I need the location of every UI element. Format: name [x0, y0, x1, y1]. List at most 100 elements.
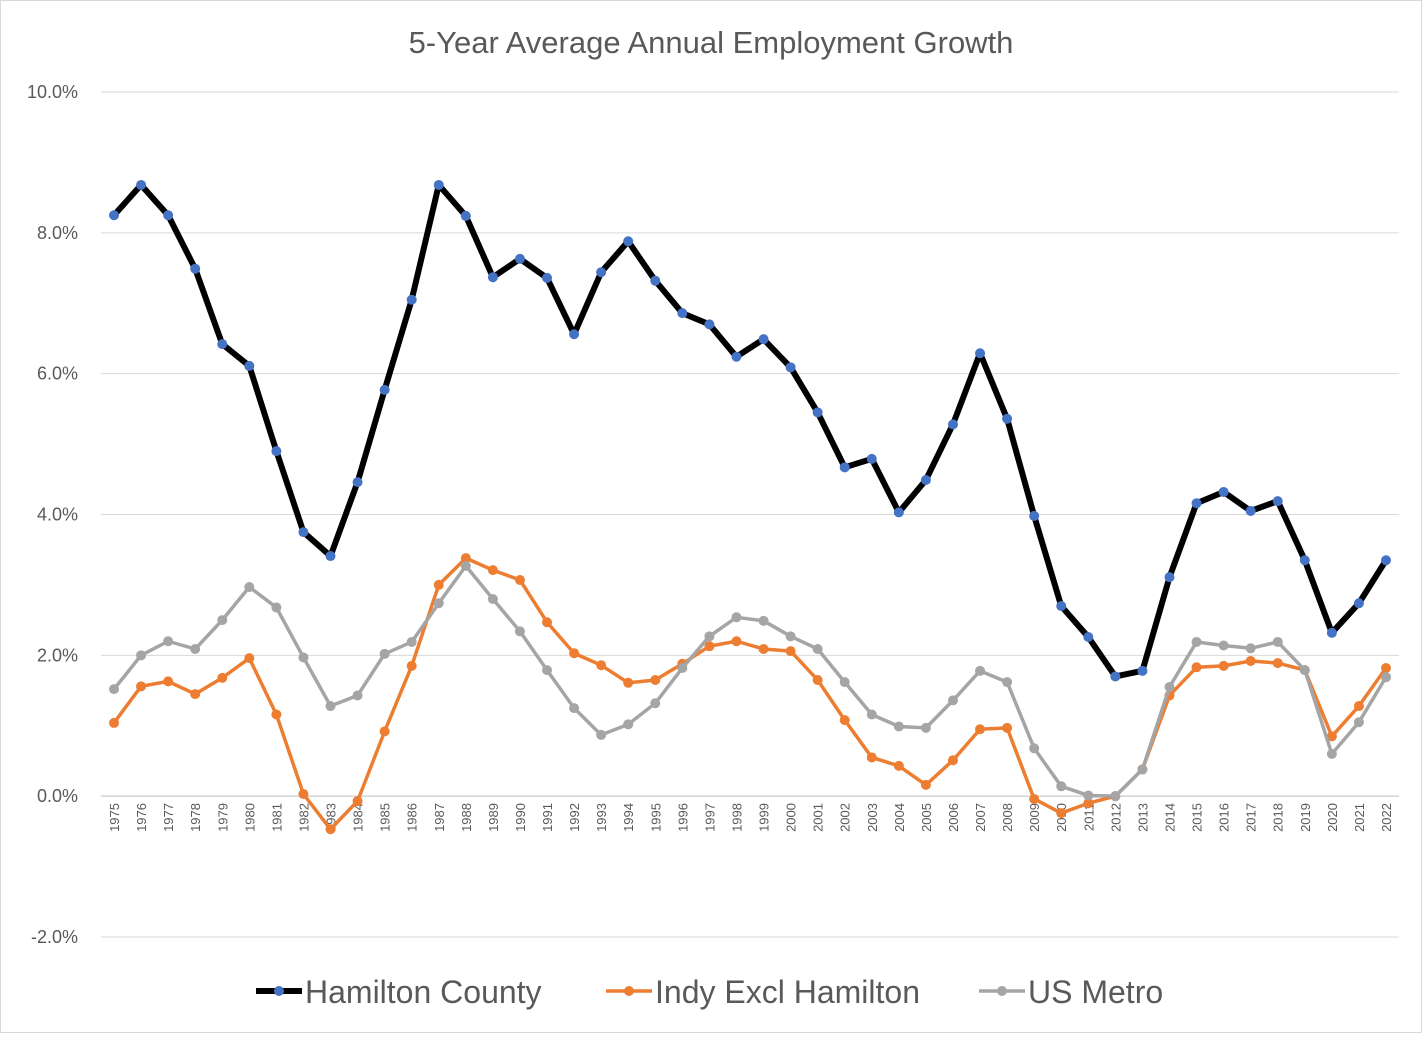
x-tick-label: 1994: [621, 803, 636, 832]
data-point: [1191, 662, 1202, 673]
data-point: [731, 636, 742, 647]
data-point: [1353, 598, 1364, 609]
x-tick-label: 1979: [215, 803, 230, 832]
x-tick-label: 1975: [107, 803, 122, 832]
data-point: [1353, 717, 1364, 728]
gridlines: [101, 91, 1399, 938]
series-line: [111, 181, 1389, 680]
data-point: [352, 796, 363, 807]
data-point: [163, 676, 174, 687]
data-point: [487, 272, 498, 283]
x-tick-label: 2005: [919, 803, 934, 832]
data-point: [1218, 640, 1229, 651]
data-point: [298, 652, 309, 663]
data-point: [433, 179, 444, 190]
x-tick-label: 2018: [1271, 803, 1286, 832]
data-point: [1137, 665, 1148, 676]
data-point: [1191, 498, 1202, 509]
x-tick-label: 1976: [134, 803, 149, 832]
data-point: [704, 319, 715, 330]
data-point: [650, 275, 661, 286]
x-tick-label: 2015: [1190, 803, 1205, 832]
data-point: [975, 724, 986, 735]
data-point: [893, 507, 904, 518]
data-point: [758, 334, 769, 345]
data-point: [190, 689, 201, 700]
x-tick-label: 1997: [702, 803, 717, 832]
y-tick-label: 8.0%: [37, 223, 78, 243]
data-point: [217, 339, 228, 350]
chart-title: 5-Year Average Annual Employment Growth: [409, 25, 1014, 60]
x-tick-label: 2020: [1325, 803, 1340, 832]
data-point: [785, 631, 796, 642]
legend-item: Indy Excl Hamilton: [606, 974, 920, 1010]
x-tick-label: 1987: [432, 803, 447, 832]
data-point: [1164, 572, 1175, 583]
legend: Hamilton County Indy Excl Hamilton US Metr…: [256, 974, 1163, 1010]
data-point: [677, 308, 688, 319]
y-axis-ticks: -2.0% 0.0% 2.0% 4.0% 6.0% 8.0% 10.0%: [27, 82, 78, 947]
data-point: [1083, 798, 1094, 809]
x-tick-label: 1995: [648, 803, 663, 832]
data-point: [866, 453, 877, 464]
y-tick-label: 6.0%: [37, 364, 78, 384]
x-tick-label: 1991: [540, 803, 555, 832]
data-point: [596, 267, 607, 278]
x-tick-label: 1982: [296, 803, 311, 832]
data-point: [244, 582, 255, 593]
data-point: [487, 565, 498, 576]
legend-marker: [624, 986, 634, 996]
data-point: [325, 701, 336, 712]
data-point: [650, 698, 661, 709]
data-point: [812, 407, 823, 418]
x-tick-label: 1980: [242, 803, 257, 832]
data-point: [839, 715, 850, 726]
x-tick-label: 2007: [973, 803, 988, 832]
data-point: [1029, 743, 1040, 754]
data-point: [596, 660, 607, 671]
data-point: [839, 462, 850, 473]
legend-label: Hamilton County: [305, 974, 542, 1010]
data-point: [1381, 663, 1391, 674]
data-point: [514, 626, 525, 637]
data-point: [244, 653, 255, 664]
data-point: [406, 660, 417, 671]
data-point: [947, 695, 958, 706]
data-point: [731, 612, 742, 623]
data-point: [1326, 748, 1337, 759]
data-point: [1299, 665, 1310, 676]
x-tick-label: 2003: [865, 803, 880, 832]
data-point: [1110, 671, 1121, 682]
legend-label: US Metro: [1028, 974, 1163, 1010]
x-tick-label: 1998: [729, 803, 744, 832]
data-point: [460, 210, 471, 221]
data-point: [866, 752, 877, 763]
data-point: [217, 615, 228, 626]
series-indy-excl-hamilton: [109, 553, 1391, 835]
y-tick-label: 2.0%: [37, 645, 78, 665]
data-point: [352, 690, 363, 701]
x-tick-label: 1985: [378, 803, 393, 832]
series-group: [109, 179, 1391, 835]
data-point: [109, 717, 119, 728]
data-point: [893, 721, 904, 732]
data-point: [136, 681, 147, 692]
legend-marker: [997, 986, 1007, 996]
data-point: [109, 210, 119, 221]
x-tick-label: 1999: [757, 803, 772, 832]
x-tick-label: 2014: [1162, 803, 1177, 832]
data-point: [379, 648, 390, 659]
legend-item: Hamilton County: [256, 974, 542, 1010]
data-point: [1029, 510, 1040, 521]
data-point: [569, 329, 580, 340]
data-point: [406, 636, 417, 647]
x-tick-label: 1986: [405, 803, 420, 832]
data-point: [623, 719, 634, 730]
x-tick-label: 1988: [459, 803, 474, 832]
data-point: [812, 674, 823, 685]
data-point: [866, 709, 877, 720]
x-tick-label: 2008: [1000, 803, 1015, 832]
data-point: [758, 643, 769, 654]
data-point: [704, 641, 715, 652]
